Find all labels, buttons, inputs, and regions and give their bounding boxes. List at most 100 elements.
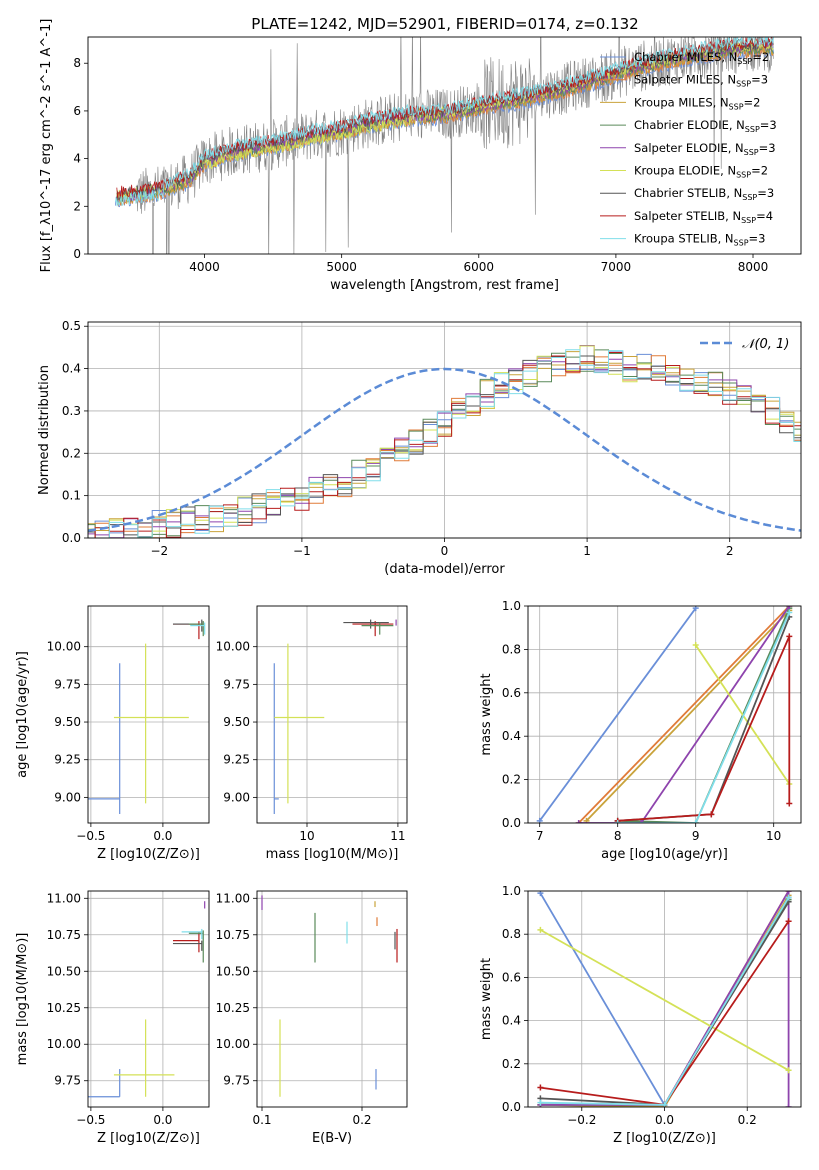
y-tick-label: 0.2 bbox=[62, 446, 81, 460]
histogram-step bbox=[88, 351, 801, 538]
x-tick-label: 0.0 bbox=[153, 1113, 172, 1127]
y-tick-label: 10.25 bbox=[47, 1001, 81, 1015]
histogram-step bbox=[88, 345, 801, 538]
y-tick-label: 10.00 bbox=[216, 640, 250, 654]
weight-marker bbox=[537, 926, 544, 933]
legend-label: Salpeter MILES, NSSP=3 bbox=[634, 73, 768, 89]
x-tick-label: 9 bbox=[692, 829, 700, 843]
x-tick-label: 1 bbox=[583, 544, 591, 558]
axes-frame bbox=[256, 605, 408, 824]
x-tick-label: 5000 bbox=[326, 260, 357, 274]
legend-label: Chabrier MILES, NSSP=2 bbox=[634, 50, 769, 66]
y-tick-label: 9.50 bbox=[223, 715, 250, 729]
age-vs-Z-plot-area bbox=[88, 619, 206, 814]
x-tick-label: 8 bbox=[614, 829, 622, 843]
axes-frame bbox=[527, 890, 802, 1108]
x-axis-label: Z [log10(Z/Z⊙)] bbox=[97, 1131, 200, 1146]
y-axis-label: Normed distribution bbox=[37, 365, 52, 495]
weight-marker bbox=[708, 811, 715, 818]
spectrum-model-line bbox=[115, 37, 774, 207]
panels: 4000 5000 6000 7000 8000 0 2 4 6 8 wavelength [Ang… bbox=[15, 19, 802, 1146]
weight-marker bbox=[785, 894, 792, 901]
legend-label: Kroupa STELIB, NSSP=3 bbox=[634, 232, 765, 248]
x-axis-label: E(B-V) bbox=[312, 1131, 352, 1146]
y-tick-label: 0.2 bbox=[502, 773, 521, 787]
spectrum-legend: Chabrier MILES, NSSP=2 Salpeter MILES, NS… bbox=[600, 50, 777, 248]
weight-line bbox=[585, 609, 790, 822]
weight-line bbox=[540, 891, 790, 1107]
weight-marker bbox=[786, 606, 793, 609]
y-tick-label: 9.50 bbox=[54, 715, 81, 729]
axes-frame bbox=[256, 890, 408, 1108]
x-tick-label: −2 bbox=[150, 544, 168, 558]
x-tick-label: −1 bbox=[293, 544, 311, 558]
weight-marker bbox=[537, 1099, 544, 1106]
y-tick-label: 10.50 bbox=[47, 964, 81, 978]
y-tick-label: 0.4 bbox=[502, 1014, 521, 1028]
weight-marker bbox=[575, 820, 582, 823]
x-tick-label: 10 bbox=[766, 829, 781, 843]
y-tick-label: 1.0 bbox=[502, 599, 521, 613]
x-axis-label: age [log10(age/yr)] bbox=[601, 847, 728, 862]
weight-line bbox=[538, 607, 697, 822]
y-tick-label: 10.25 bbox=[216, 1001, 250, 1015]
y-tick-label: 0.2 bbox=[502, 1057, 521, 1071]
x-tick-label: −0.5 bbox=[76, 1113, 105, 1127]
x-axis-label: Z [log10(Z/Z⊙)] bbox=[97, 847, 200, 862]
y-tick-label: 9.25 bbox=[54, 753, 81, 767]
weight-marker bbox=[786, 609, 793, 616]
x-tick-label: 0 bbox=[441, 544, 449, 558]
y-tick-label: 11.00 bbox=[216, 891, 250, 905]
y-tick-label: 0.0 bbox=[502, 816, 521, 830]
y-tick-label: 0.8 bbox=[502, 642, 521, 656]
weight-marker bbox=[785, 891, 792, 894]
y-axis-label: age [log10(age/yr)] bbox=[15, 651, 30, 778]
spectrum-model-line bbox=[116, 37, 774, 198]
y-axis-label: mass weight bbox=[479, 673, 494, 755]
y-tick-label: 2 bbox=[73, 199, 81, 213]
legend-label: Kroupa MILES, NSSP=2 bbox=[634, 95, 760, 111]
weight-marker bbox=[785, 1067, 792, 1074]
y-tick-label: 0.0 bbox=[502, 1100, 521, 1114]
weight-line bbox=[617, 607, 791, 823]
y-tick-label: 10.50 bbox=[216, 964, 250, 978]
y-tick-label: 0.5 bbox=[62, 319, 81, 333]
y-tick-label: 1.0 bbox=[502, 884, 521, 898]
weight-line bbox=[578, 606, 791, 823]
spectrum-plot-area bbox=[115, 37, 774, 254]
spectrum-panel: 4000 5000 6000 7000 8000 0 2 4 6 8 wavelength [Ang… bbox=[39, 19, 802, 293]
mass-vs-ebv-panel: 0.1 0.2 9.75 10.00 10.25 10.50 10.75 11.00 E(B-V… bbox=[216, 890, 408, 1146]
mass-vs-ebv-plot-area bbox=[261, 895, 398, 1097]
weight-marker bbox=[785, 918, 792, 925]
x-axis-label: mass [log10(M/M⊙)] bbox=[266, 847, 399, 862]
y-tick-label: 9.00 bbox=[54, 790, 81, 804]
figure-title: PLATE=1242, MJD=52901, FIBERID=0174, z=0… bbox=[251, 15, 638, 33]
y-tick-label: 9.75 bbox=[54, 1074, 81, 1088]
y-tick-label: 9.75 bbox=[54, 677, 81, 691]
x-tick-label: 0.2 bbox=[352, 1113, 371, 1127]
axes-frame bbox=[87, 321, 802, 539]
axes-frame bbox=[87, 890, 210, 1108]
y-tick-label: 10.00 bbox=[47, 1037, 81, 1051]
x-tick-label: 8000 bbox=[738, 260, 769, 274]
mass-vs-Z-plot-area bbox=[88, 901, 206, 1098]
y-tick-label: 0.6 bbox=[502, 970, 521, 984]
histogram-step bbox=[88, 349, 801, 538]
y-tick-label: 0.8 bbox=[502, 927, 521, 941]
legend-label: Salpeter STELIB, NSSP=4 bbox=[634, 209, 773, 225]
x-axis-label: Z [log10(Z/Z⊙)] bbox=[613, 1131, 716, 1146]
weight-marker bbox=[692, 642, 699, 649]
y-tick-label: 9.25 bbox=[223, 753, 250, 767]
weight-vs-Z-plot-area bbox=[537, 891, 792, 1107]
y-tick-label: 0.3 bbox=[62, 404, 81, 418]
x-axis-label: wavelength [Angstrom, rest frame] bbox=[330, 278, 559, 293]
weight-marker bbox=[786, 633, 793, 640]
y-tick-label: 11.00 bbox=[47, 891, 81, 905]
x-tick-label: −0.2 bbox=[567, 1113, 596, 1127]
weight-line bbox=[578, 606, 790, 823]
y-tick-label: 9.75 bbox=[223, 677, 250, 691]
weight-marker bbox=[785, 1104, 792, 1107]
weight-marker bbox=[638, 820, 645, 823]
legend-label: 𝒩(0, 1) bbox=[742, 337, 789, 352]
